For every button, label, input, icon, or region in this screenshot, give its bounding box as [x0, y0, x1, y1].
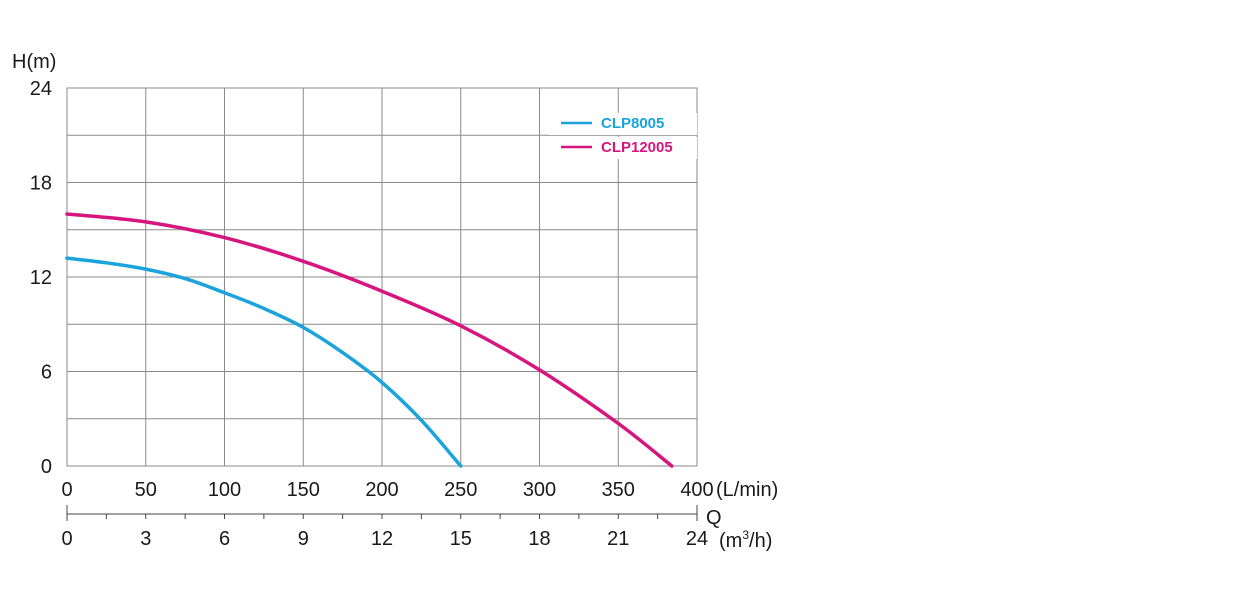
x-tick-label: 300 — [523, 479, 556, 501]
chart-grid — [66, 87, 698, 467]
secondary-unit-main: (m — [719, 530, 742, 552]
x-tick-label: 200 — [365, 479, 398, 501]
x-tick-label: 400 — [680, 479, 713, 501]
secondary-tick-label: 3 — [140, 528, 151, 550]
secondary-tick-label: 12 — [371, 528, 393, 550]
y-tick-label: 12 — [30, 267, 52, 289]
secondary-tick-label: 9 — [298, 528, 309, 550]
x-tick-label: 100 — [208, 479, 241, 501]
y-tick-label: 0 — [41, 456, 52, 478]
secondary-tick-label: 21 — [607, 528, 629, 550]
legend-label-clp8005: CLP8005 — [601, 115, 664, 132]
legend-bg — [549, 113, 697, 135]
x-tick-label: 50 — [135, 479, 157, 501]
series-line-clp8005 — [65, 256, 463, 468]
chart-axes — [66, 505, 698, 521]
secondary-tick-label: 24 — [686, 528, 708, 550]
y-tick-label: 6 — [41, 362, 52, 384]
x-tick-label: 250 — [444, 479, 477, 501]
y-tick-label: 24 — [30, 78, 52, 100]
secondary-axis-symbol: Q — [706, 507, 722, 529]
legend-bg — [549, 137, 697, 159]
y-axis-label: H(m) — [12, 51, 56, 73]
series-line-clp12005 — [65, 212, 674, 468]
secondary-unit-end: /h) — [749, 530, 772, 552]
x-tick-label: 0 — [61, 479, 72, 501]
x-tick-label: 150 — [287, 479, 320, 501]
x-tick-label: 350 — [602, 479, 635, 501]
chart-curves — [65, 212, 674, 468]
secondary-tick-label: 6 — [219, 528, 230, 550]
secondary-tick-label: 15 — [450, 528, 472, 550]
secondary-tick-label: 18 — [528, 528, 550, 550]
secondary-axis-unit-label: (m3/h) — [719, 528, 772, 552]
chart-legend: CLP8005 CLP12005 — [549, 113, 697, 159]
legend-label-clp12005: CLP12005 — [601, 139, 673, 156]
secondary-unit-superscript: 3 — [742, 528, 749, 542]
secondary-tick-label: 0 — [61, 528, 72, 550]
y-tick-label: 18 — [30, 173, 52, 195]
x-axis-unit-label: (L/min) — [716, 479, 778, 501]
